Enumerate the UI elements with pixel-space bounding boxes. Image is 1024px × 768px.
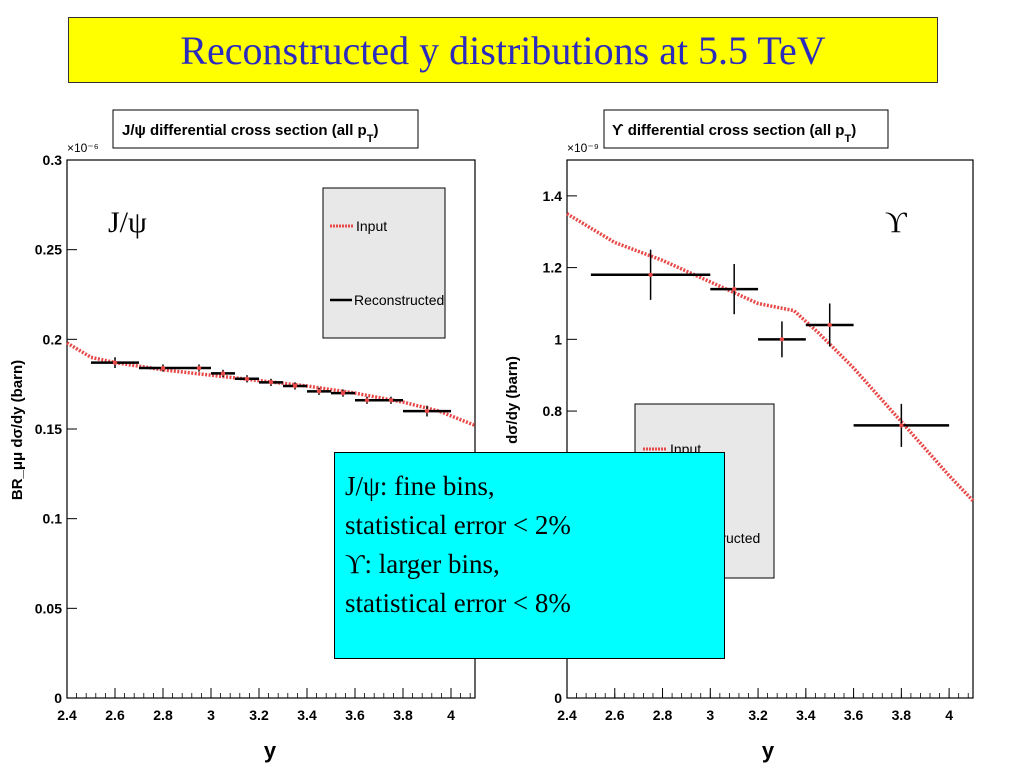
jpsi-reco-marker bbox=[424, 408, 430, 414]
jpsi-xtick-label: 3.4 bbox=[297, 707, 317, 723]
upsilon-xtick-label: 2.6 bbox=[605, 707, 625, 723]
jpsi-ytick-label: 0.1 bbox=[43, 511, 63, 527]
upsilon-ytick-label: 1.4 bbox=[543, 188, 563, 204]
jpsi-xtick-label: 3.2 bbox=[249, 707, 269, 723]
upsilon-scale-note: ×10⁻⁹ bbox=[567, 141, 599, 155]
upsilon-ylabel: dσ/dy (barn) bbox=[504, 356, 521, 444]
jpsi-xtick-label: 3 bbox=[207, 707, 215, 723]
jpsi-plot: J/ψ differential cross section (all pT) … bbox=[9, 109, 476, 763]
jpsi-reco-marker bbox=[244, 376, 250, 381]
upsilon-reco-marker bbox=[899, 423, 904, 428]
upsilon-ytick-label: 0 bbox=[554, 690, 562, 706]
callout-line-2: statistical error < 2% bbox=[345, 510, 571, 540]
callout-line-3: ϒ: larger bins, bbox=[345, 549, 500, 579]
jpsi-ytick-label: 0.2 bbox=[43, 331, 63, 347]
jpsi-title: J/ψ differential cross section (all pT) bbox=[122, 122, 378, 145]
jpsi-title-box bbox=[112, 109, 419, 149]
summary-callout: J/ψ: fine bins, statistical error < 2% ϒ… bbox=[334, 452, 725, 659]
jpsi-ytick-label: 0.15 bbox=[35, 421, 62, 437]
upsilon-xtick-label: 3 bbox=[706, 707, 714, 723]
jpsi-xtick-label: 3.6 bbox=[345, 707, 365, 723]
upsilon-xtick-label: 3.4 bbox=[796, 707, 816, 723]
jpsi-reco-marker bbox=[316, 389, 322, 394]
jpsi-reco-marker bbox=[364, 398, 370, 403]
jpsi-legend-reco: Reconstructed bbox=[354, 292, 444, 308]
upsilon-ytick-label: 0.8 bbox=[543, 403, 563, 419]
callout-line-4: statistical error < 8% bbox=[345, 588, 571, 618]
upsilon-xtick-label: 2.8 bbox=[653, 707, 673, 723]
jpsi-legend bbox=[322, 187, 446, 339]
jpsi-ytick-label: 0.3 bbox=[43, 152, 63, 168]
jpsi-reco-marker bbox=[220, 371, 226, 376]
jpsi-xtick-label: 2.6 bbox=[105, 707, 125, 723]
jpsi-ytick-label: 0.25 bbox=[35, 242, 62, 258]
upsilon-ytick-label: 1 bbox=[554, 331, 562, 347]
jpsi-input-curve bbox=[66, 341, 476, 428]
upsilon-title-box bbox=[603, 109, 889, 149]
upsilon-plot: ϒ differential cross section (all pT) ×1… bbox=[504, 109, 975, 763]
jpsi-particle-label: J/ψ bbox=[108, 206, 147, 239]
upsilon-reco-marker bbox=[827, 322, 832, 328]
slide-title-box: Reconstructed y distributions at 5.5 TeV bbox=[68, 17, 938, 83]
jpsi-xtick-label: 3.8 bbox=[393, 707, 413, 723]
jpsi-xtick-label: 2.8 bbox=[153, 707, 173, 723]
jpsi-ytick-label: 0 bbox=[54, 690, 62, 706]
jpsi-reco-marker bbox=[292, 383, 298, 389]
upsilon-reco-marker bbox=[779, 337, 785, 342]
jpsi-ylabel: BR_μμ dσ/dy (barn) bbox=[9, 360, 26, 500]
upsilon-title: ϒ differential cross section (all pT) bbox=[612, 122, 856, 145]
upsilon-xlabel: y bbox=[762, 738, 775, 763]
slide-title: Reconstructed y distributions at 5.5 TeV bbox=[180, 27, 826, 73]
callout-line-1: J/ψ: fine bins, bbox=[345, 471, 495, 501]
jpsi-xlabel: y bbox=[264, 738, 277, 763]
upsilon-reco-marker bbox=[648, 272, 653, 277]
jpsi-legend-input: Input bbox=[356, 218, 387, 234]
jpsi-ytick-label: 0.05 bbox=[35, 600, 62, 616]
jpsi-reco-marker bbox=[160, 365, 166, 371]
upsilon-xtick-label: 4 bbox=[945, 707, 953, 723]
jpsi-reco-marker bbox=[388, 398, 394, 403]
upsilon-xtick-label: 3.2 bbox=[748, 707, 768, 723]
upsilon-xtick-label: 3.6 bbox=[844, 707, 864, 723]
jpsi-reco-marker bbox=[268, 380, 274, 385]
upsilon-particle-label: ϒ bbox=[885, 206, 907, 239]
jpsi-scale-note: ×10⁻⁶ bbox=[67, 141, 99, 155]
jpsi-reco-marker bbox=[112, 360, 118, 365]
jpsi-xtick-label: 4 bbox=[447, 707, 455, 723]
upsilon-ytick-label: 1.2 bbox=[543, 260, 563, 276]
jpsi-xtick-label: 2.4 bbox=[57, 707, 77, 723]
upsilon-xtick-label: 3.8 bbox=[892, 707, 912, 723]
upsilon-reco-marker bbox=[731, 286, 737, 292]
jpsi-reco-marker bbox=[340, 390, 346, 396]
jpsi-reco-marker bbox=[196, 365, 202, 371]
upsilon-xtick-label: 2.4 bbox=[557, 707, 577, 723]
